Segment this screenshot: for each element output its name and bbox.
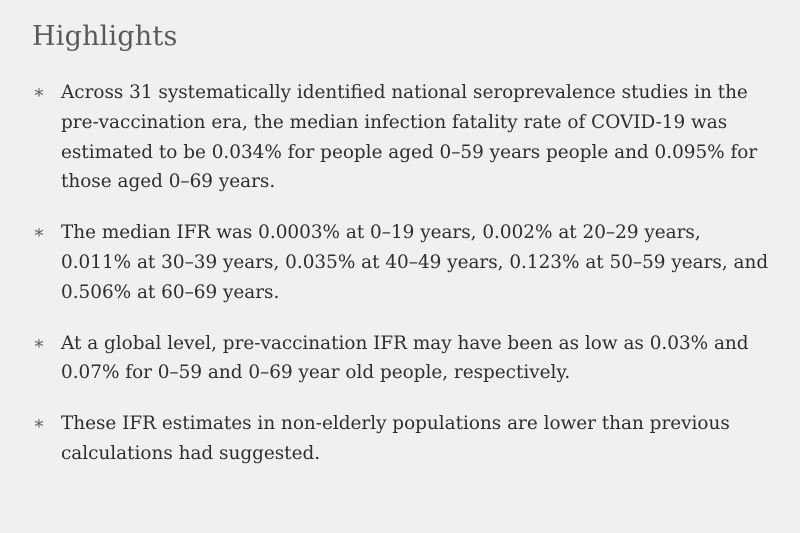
section-heading: Highlights — [32, 21, 178, 52]
highlight-text: These IFR estimates in non-elderly popul… — [61, 413, 730, 464]
highlights-list: ∗ Across 31 systematically identified na… — [30, 78, 770, 469]
highlight-text: Across 31 systematically identified nati… — [61, 82, 758, 193]
highlight-item: ∗ At a global level, pre-vaccination IFR… — [30, 329, 770, 389]
highlight-text: At a global level, pre-vaccination IFR m… — [61, 332, 749, 384]
asterisk-bullet-icon: ∗ — [32, 413, 46, 435]
highlight-item: ∗ These IFR estimates in non-elderly pop… — [30, 409, 770, 469]
highlight-item: ∗ The median IFR was 0.0003% at 0–19 yea… — [30, 218, 770, 307]
asterisk-bullet-icon: ∗ — [32, 332, 46, 354]
highlight-item: ∗ Across 31 systematically identified na… — [30, 78, 770, 197]
highlight-text: The median IFR was 0.0003% at 0–19 years… — [61, 222, 769, 303]
asterisk-bullet-icon: ∗ — [32, 82, 46, 103]
asterisk-bullet-icon: ∗ — [32, 222, 46, 244]
